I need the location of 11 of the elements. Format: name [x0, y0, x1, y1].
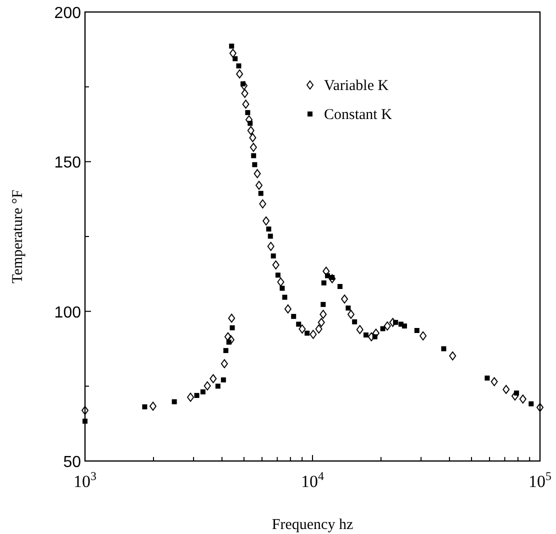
x-tick-label: 10$^{5}$: [528, 469, 552, 491]
y-tick-label: 150: [54, 154, 82, 172]
y-tick-label: 50: [63, 454, 82, 471]
y-axis-title: Temperature °F: [10, 190, 26, 284]
legend-label: Variable K: [324, 78, 389, 94]
y-tick-label: 100: [54, 304, 82, 322]
x-tick-label: 10$^{4}$: [301, 469, 324, 491]
x-tick-label: 10$^{3}$: [74, 469, 97, 491]
y-tick-label: 200: [54, 5, 82, 22]
x-axis-title: Frequency hz: [272, 517, 354, 533]
legend-label: Constant K: [324, 107, 392, 123]
